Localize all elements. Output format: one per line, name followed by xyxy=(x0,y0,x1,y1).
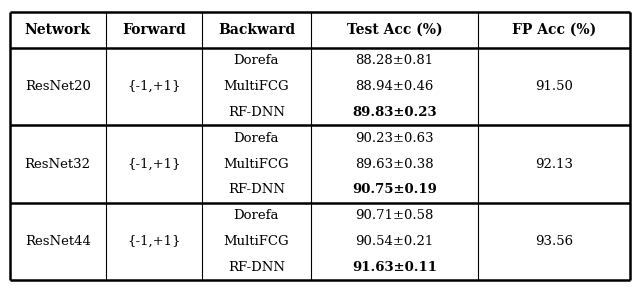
Text: 89.83±0.23: 89.83±0.23 xyxy=(352,106,437,119)
Text: Backward: Backward xyxy=(218,23,295,37)
Text: FP Acc (%): FP Acc (%) xyxy=(512,23,596,37)
Text: Forward: Forward xyxy=(122,23,186,37)
Text: Dorefa: Dorefa xyxy=(234,209,279,222)
Text: MultiFCG: MultiFCG xyxy=(223,158,289,171)
Text: 90.71±0.58: 90.71±0.58 xyxy=(355,209,434,222)
Text: RF-DNN: RF-DNN xyxy=(228,183,285,197)
Text: ResNet20: ResNet20 xyxy=(25,80,91,93)
Text: 90.23±0.63: 90.23±0.63 xyxy=(355,132,434,145)
Text: ResNet44: ResNet44 xyxy=(25,235,91,248)
Text: 89.63±0.38: 89.63±0.38 xyxy=(355,158,434,171)
Text: 92.13: 92.13 xyxy=(535,158,573,171)
Text: {-1,+1}: {-1,+1} xyxy=(127,158,180,171)
Text: Network: Network xyxy=(25,23,91,37)
Text: 88.28±0.81: 88.28±0.81 xyxy=(355,54,433,67)
Text: RF-DNN: RF-DNN xyxy=(228,106,285,119)
Text: MultiFCG: MultiFCG xyxy=(223,80,289,93)
Text: 88.94±0.46: 88.94±0.46 xyxy=(355,80,434,93)
Text: 90.54±0.21: 90.54±0.21 xyxy=(355,235,434,248)
Text: Dorefa: Dorefa xyxy=(234,132,279,145)
Text: 91.63±0.11: 91.63±0.11 xyxy=(352,261,437,274)
Text: {-1,+1}: {-1,+1} xyxy=(127,80,180,93)
Text: {-1,+1}: {-1,+1} xyxy=(127,235,180,248)
Text: ResNet32: ResNet32 xyxy=(25,158,91,171)
Text: MultiFCG: MultiFCG xyxy=(223,235,289,248)
Text: 93.56: 93.56 xyxy=(535,235,573,248)
Text: 91.50: 91.50 xyxy=(536,80,573,93)
Text: 90.75±0.19: 90.75±0.19 xyxy=(352,183,437,197)
Text: RF-DNN: RF-DNN xyxy=(228,261,285,274)
Text: Dorefa: Dorefa xyxy=(234,54,279,67)
Text: Test Acc (%): Test Acc (%) xyxy=(347,23,442,37)
